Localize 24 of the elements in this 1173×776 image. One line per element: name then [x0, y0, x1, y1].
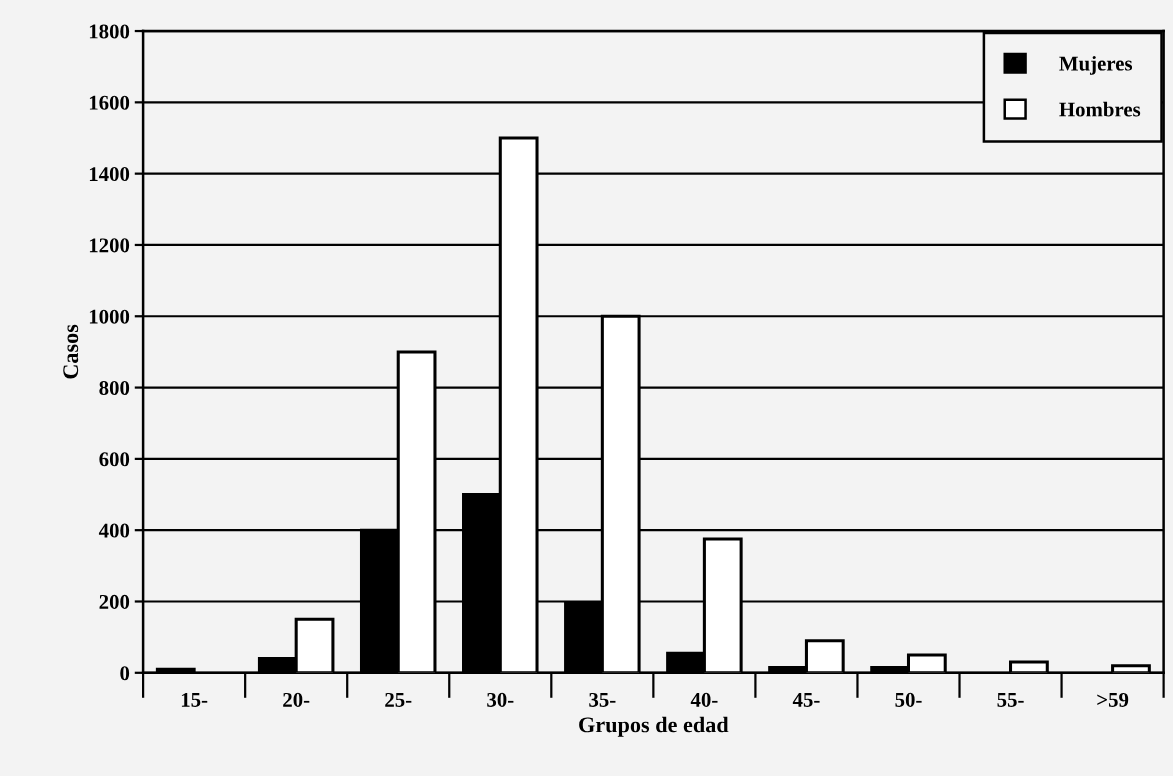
y-tick-label: 200: [99, 594, 130, 609]
x-tick-label: 35-: [589, 692, 616, 707]
x-tick-label: >59: [1097, 692, 1129, 707]
y-axis-title: Casos: [63, 324, 79, 379]
x-tick-label: 55-: [997, 693, 1024, 707]
x-tick-label: 25-: [385, 692, 412, 707]
legend-label: Hombres: [1059, 101, 1141, 117]
y-tick-label: 1400: [89, 167, 130, 182]
x-tick-label: 40-: [690, 692, 718, 707]
y-tick-label: 1800: [89, 24, 130, 39]
y-tick-label: 1600: [89, 95, 130, 110]
x-tick-label: 15-: [181, 692, 208, 707]
y-tick-label: 0: [120, 666, 130, 681]
x-tick-label: 45-: [792, 692, 820, 707]
legend-label: Mujeres: [1059, 55, 1133, 75]
y-tick-label: 1200: [89, 238, 130, 253]
x-axis-title: Grupos de edad: [579, 716, 729, 737]
y-tick-label: 600: [99, 452, 130, 467]
y-tick-label: 400: [98, 523, 130, 538]
x-tick-label: 20-: [283, 692, 310, 707]
y-tick-label: 800: [99, 380, 130, 395]
x-tick-label: 30-: [487, 692, 514, 707]
x-tick-label: 50-: [895, 692, 922, 707]
y-tick-label: 1000: [89, 309, 130, 324]
